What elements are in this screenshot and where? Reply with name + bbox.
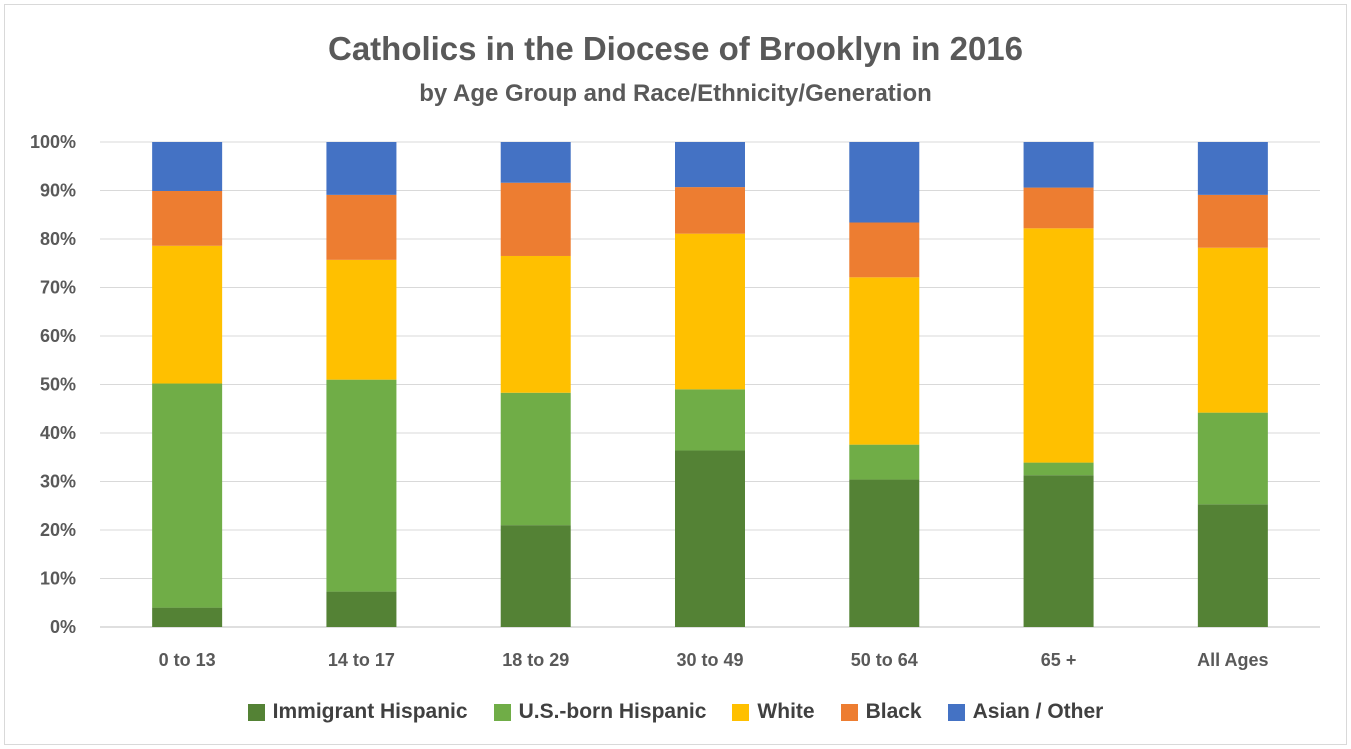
legend-label: U.S.-born Hispanic [518,700,707,723]
legend-swatch [840,703,858,721]
bar-segment [1023,142,1094,188]
bar-segment [500,525,571,627]
bar-segment [1023,228,1094,463]
legend-swatch [947,703,965,721]
bar-segment [675,450,745,627]
legend-item: Black [840,700,922,724]
x-tick-label: 50 to 64 [851,650,918,670]
y-tick-label: 80% [40,229,76,249]
bar-segment [1023,462,1094,476]
x-tick-label: 18 to 29 [502,650,569,670]
bar-segment [152,142,223,191]
bar-segment [1197,504,1268,627]
bar-segment [1197,247,1268,413]
bar-segment [152,190,223,246]
bar-segment [500,182,571,256]
bar-segment [849,479,920,627]
y-tick-label: 50% [40,375,76,395]
bar-segment [326,142,397,195]
y-tick-label: 90% [40,181,76,201]
legend-swatch [247,703,265,721]
bar-segment [500,392,571,526]
bar-segment [675,389,745,451]
chart-subtitle: by Age Group and Race/Ethnicity/Generati… [419,80,932,107]
bar-segment [152,383,223,608]
bar-segment [675,187,745,234]
bar-segment [849,444,920,480]
bar-segment [500,142,571,183]
bar-segment [675,233,745,390]
legend-item: Asian / Other [947,700,1104,724]
bar-segment [326,259,397,380]
bar-segment [1023,187,1094,229]
y-tick-label: 0% [50,617,76,637]
legend-item: White [732,700,815,724]
legend-item: Immigrant Hispanic [247,700,468,724]
bar-segment [500,255,571,393]
bar-segment [1023,475,1094,627]
x-tick-label: 65 + [1041,650,1077,670]
bar-segment [849,222,920,278]
legend-item: U.S.-born Hispanic [493,700,707,724]
x-tick-label: 0 to 13 [159,650,216,670]
legend-swatch [493,703,511,721]
chart-title: Catholics in the Diocese of Brooklyn in … [327,30,1023,67]
bar-segment [849,277,920,445]
y-tick-label: 10% [40,569,76,589]
x-tick-label: All Ages [1197,650,1268,670]
y-tick-label: 20% [40,520,76,540]
bar-segment [675,142,745,188]
bar-segment [326,194,397,260]
bar-segment [152,245,223,384]
bar-segment [326,379,397,592]
x-tick-label: 14 to 17 [328,650,395,670]
legend-swatch [732,703,750,721]
bar-segment [152,607,223,627]
y-tick-label: 100% [30,132,76,152]
legend-label: Immigrant Hispanic [272,700,468,723]
bars [152,142,1268,627]
legend-label: White [757,700,815,723]
bar-segment [849,142,920,223]
legend: Immigrant Hispanic U.S.-born Hispanic Whit… [0,700,1351,724]
y-tick-label: 30% [40,472,76,492]
legend-label: Asian / Other [972,700,1104,723]
x-axis-ticks: 0 to 13 14 to 17 18 to 29 30 to 49 50 to 64 6… [159,650,1269,670]
bar-segment [1197,194,1268,248]
y-axis-ticks: 0% 10% 20% 30% 40% 50% 60% 70% 80% 90% 100% [30,132,76,637]
x-tick-label: 30 to 49 [676,650,743,670]
bar-segment [326,591,397,627]
y-tick-label: 70% [40,278,76,298]
legend-label: Black [865,700,922,723]
y-tick-label: 40% [40,423,76,443]
bar-segment [1197,412,1268,505]
y-tick-label: 60% [40,326,76,346]
bar-segment [1197,142,1268,195]
